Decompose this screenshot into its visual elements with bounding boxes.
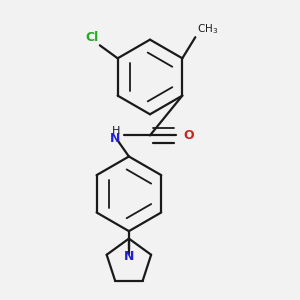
Text: O: O	[183, 129, 194, 142]
Text: Cl: Cl	[85, 31, 98, 44]
Text: N: N	[124, 250, 134, 263]
Text: N: N	[110, 132, 120, 145]
Text: H: H	[112, 127, 120, 136]
Text: CH$_3$: CH$_3$	[197, 22, 218, 36]
